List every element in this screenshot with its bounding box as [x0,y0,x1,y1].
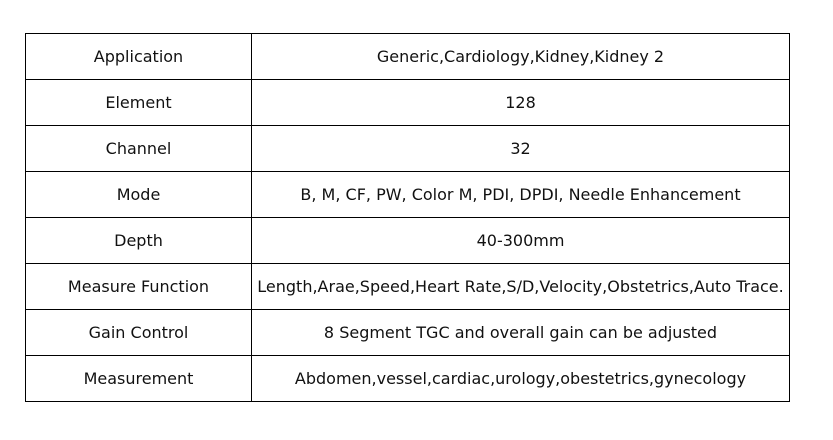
table-row: Gain Control 8 Segment TGC and overall g… [25,309,790,356]
row-label: Element [25,79,252,126]
row-value: 40-300mm [251,217,790,264]
row-label: Mode [25,171,252,218]
row-label: Depth [25,217,252,264]
row-value: Length,Arae,Speed,Heart Rate,S/D,Velocit… [251,263,790,310]
row-value: Generic,Cardiology,Kidney,Kidney 2 [251,33,790,80]
row-value: 128 [251,79,790,126]
row-label: Gain Control [25,309,252,356]
row-value: Abdomen,vessel,cardiac,urology,obestetri… [251,355,790,402]
row-label: Measurement [25,355,252,402]
table-row: Measurement Abdomen,vessel,cardiac,urolo… [25,355,790,402]
table-row: Application Generic,Cardiology,Kidney,Ki… [25,33,790,80]
table-row: Measure Function Length,Arae,Speed,Heart… [25,263,790,310]
table-row: Depth 40-300mm [25,217,790,264]
row-label: Channel [25,125,252,172]
row-label: Measure Function [25,263,252,310]
spec-table: Application Generic,Cardiology,Kidney,Ki… [25,33,790,402]
row-value: 8 Segment TGC and overall gain can be ad… [251,309,790,356]
table-row: Mode B, M, CF, PW, Color M, PDI, DPDI, N… [25,171,790,218]
row-value: 32 [251,125,790,172]
row-label: Application [25,33,252,80]
table-row: Element 128 [25,79,790,126]
table-row: Channel 32 [25,125,790,172]
row-value: B, M, CF, PW, Color M, PDI, DPDI, Needle… [251,171,790,218]
